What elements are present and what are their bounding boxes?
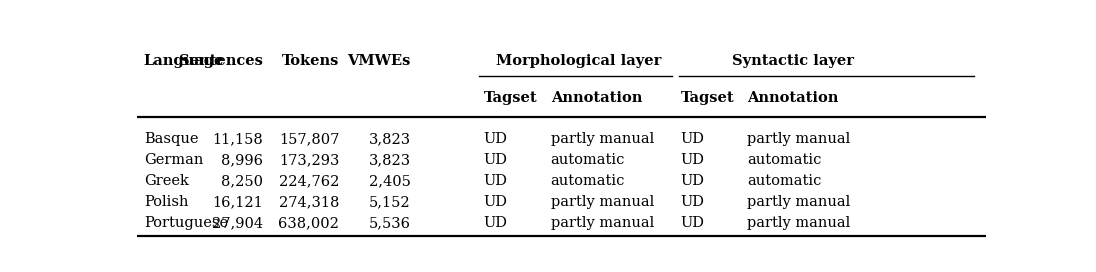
Text: UD: UD: [483, 195, 507, 209]
Text: Tagset: Tagset: [483, 91, 537, 104]
Text: Greek: Greek: [144, 174, 189, 188]
Text: Syntactic layer: Syntactic layer: [732, 54, 854, 68]
Text: VMWEs: VMWEs: [347, 54, 411, 68]
Text: 3,823: 3,823: [368, 132, 411, 146]
Text: automatic: automatic: [746, 174, 821, 188]
Text: Annotation: Annotation: [746, 91, 838, 104]
Text: UD: UD: [483, 132, 507, 146]
Text: Polish: Polish: [144, 195, 189, 209]
Text: automatic: automatic: [550, 174, 625, 188]
Text: UD: UD: [483, 216, 507, 230]
Text: Sentences: Sentences: [179, 54, 263, 68]
Text: partly manual: partly manual: [550, 195, 654, 209]
Text: Portuguese: Portuguese: [144, 216, 228, 230]
Text: 11,158: 11,158: [212, 132, 263, 146]
Text: partly manual: partly manual: [746, 132, 850, 146]
Text: 224,762: 224,762: [278, 174, 339, 188]
Text: UD: UD: [681, 132, 705, 146]
Text: UD: UD: [483, 174, 507, 188]
Text: 173,293: 173,293: [278, 153, 339, 167]
Text: UD: UD: [681, 174, 705, 188]
Text: Morphological layer: Morphological layer: [496, 54, 661, 68]
Text: 8,250: 8,250: [220, 174, 263, 188]
Text: 2,405: 2,405: [368, 174, 411, 188]
Text: partly manual: partly manual: [550, 216, 654, 230]
Text: automatic: automatic: [550, 153, 625, 167]
Text: German: German: [144, 153, 203, 167]
Text: 5,152: 5,152: [369, 195, 411, 209]
Text: automatic: automatic: [746, 153, 821, 167]
Text: 638,002: 638,002: [278, 216, 339, 230]
Text: UD: UD: [483, 153, 507, 167]
Text: Language: Language: [144, 54, 225, 68]
Text: UD: UD: [681, 216, 705, 230]
Text: 27,904: 27,904: [212, 216, 263, 230]
Text: 274,318: 274,318: [278, 195, 339, 209]
Text: 157,807: 157,807: [278, 132, 339, 146]
Text: 3,823: 3,823: [368, 153, 411, 167]
Text: 5,536: 5,536: [368, 216, 411, 230]
Text: Tagset: Tagset: [681, 91, 734, 104]
Text: partly manual: partly manual: [550, 132, 654, 146]
Text: Basque: Basque: [144, 132, 198, 146]
Text: Annotation: Annotation: [550, 91, 642, 104]
Text: 8,996: 8,996: [220, 153, 263, 167]
Text: Tokens: Tokens: [282, 54, 339, 68]
Text: 16,121: 16,121: [212, 195, 263, 209]
Text: UD: UD: [681, 153, 705, 167]
Text: partly manual: partly manual: [746, 195, 850, 209]
Text: UD: UD: [681, 195, 705, 209]
Text: partly manual: partly manual: [746, 216, 850, 230]
